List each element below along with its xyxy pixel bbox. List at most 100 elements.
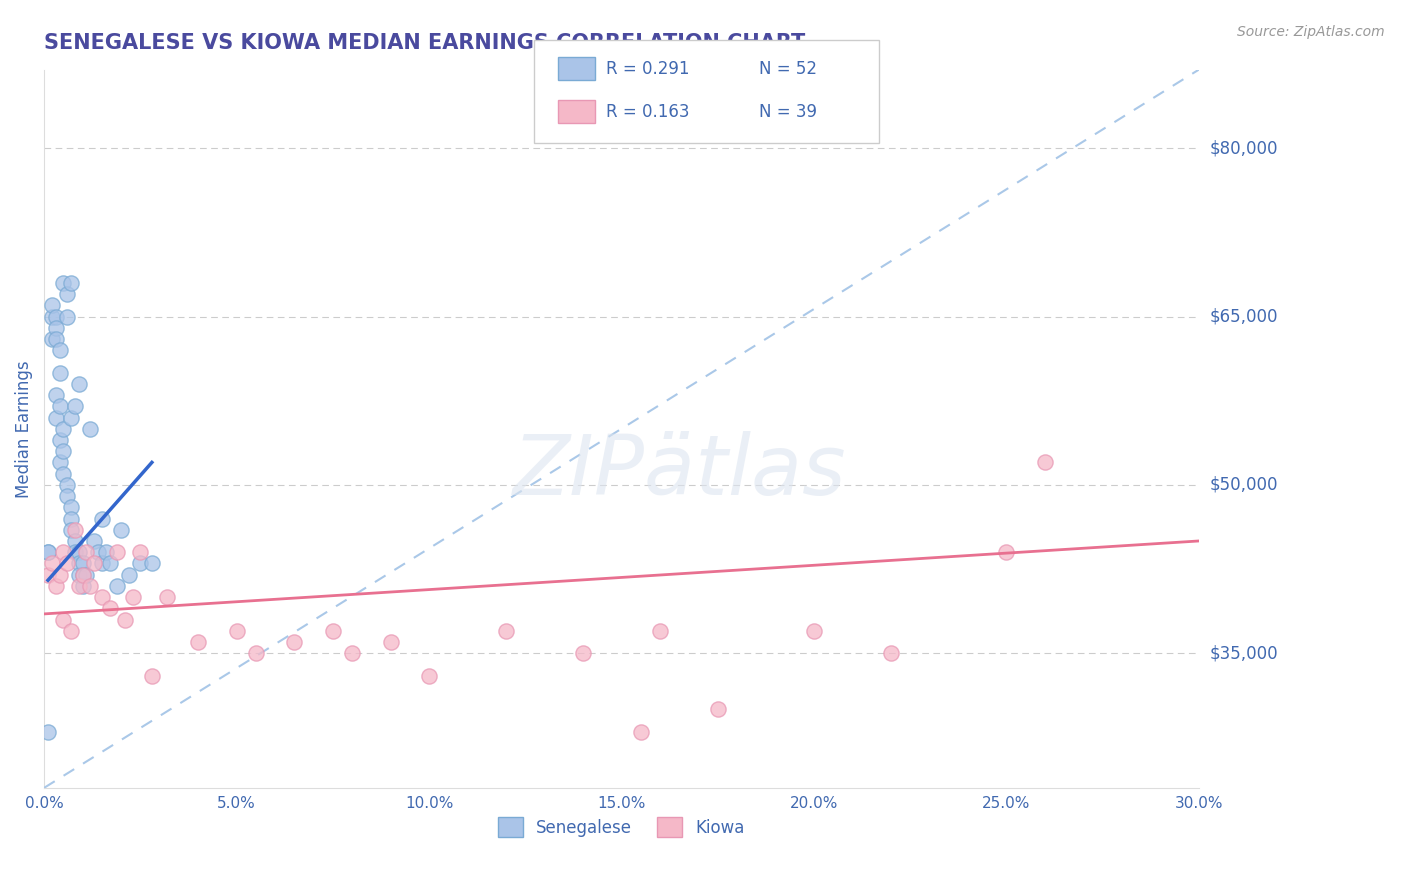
Y-axis label: Median Earnings: Median Earnings xyxy=(15,360,32,498)
Point xyxy=(48,455,70,469)
Point xyxy=(45,410,67,425)
Point xyxy=(56,287,79,301)
Point xyxy=(56,489,79,503)
Point xyxy=(52,444,75,458)
Point xyxy=(83,557,105,571)
Point xyxy=(41,557,63,571)
Point xyxy=(340,646,363,660)
Point xyxy=(706,702,728,716)
Point xyxy=(52,422,75,436)
Point xyxy=(60,523,83,537)
Point xyxy=(129,557,152,571)
Point xyxy=(880,646,903,660)
Point xyxy=(141,557,163,571)
Point xyxy=(803,624,825,638)
Point xyxy=(37,567,59,582)
Point xyxy=(118,567,141,582)
Point xyxy=(90,557,112,571)
Text: ZIPätlas: ZIPätlas xyxy=(512,432,846,512)
Point xyxy=(90,590,112,604)
Point xyxy=(48,433,70,447)
Point xyxy=(121,590,143,604)
Text: $35,000: $35,000 xyxy=(1211,644,1278,662)
Point xyxy=(995,545,1018,559)
Point xyxy=(129,545,152,559)
Point xyxy=(67,545,90,559)
Text: Source: ZipAtlas.com: Source: ZipAtlas.com xyxy=(1237,25,1385,39)
Point xyxy=(283,635,305,649)
Point xyxy=(37,724,59,739)
Point xyxy=(67,376,90,391)
Point xyxy=(495,624,517,638)
Point xyxy=(63,400,86,414)
Point xyxy=(98,601,121,615)
Point xyxy=(41,298,63,312)
Point xyxy=(41,310,63,324)
Point xyxy=(52,545,75,559)
Point xyxy=(648,624,671,638)
Point xyxy=(52,276,75,290)
Point xyxy=(110,523,132,537)
Point xyxy=(45,388,67,402)
Point xyxy=(322,624,344,638)
Point xyxy=(56,310,79,324)
Point xyxy=(67,579,90,593)
Point xyxy=(245,646,267,660)
Point xyxy=(60,624,83,638)
Point xyxy=(56,478,79,492)
Point xyxy=(48,400,70,414)
Text: $50,000: $50,000 xyxy=(1211,475,1278,494)
Point xyxy=(67,567,90,582)
Point xyxy=(141,668,163,682)
Point xyxy=(60,511,83,525)
Point xyxy=(418,668,440,682)
Point xyxy=(48,567,70,582)
Point xyxy=(87,545,110,559)
Point xyxy=(75,567,97,582)
Point xyxy=(48,366,70,380)
Point xyxy=(56,557,79,571)
Point xyxy=(52,467,75,481)
Point xyxy=(37,545,59,559)
Point xyxy=(75,545,97,559)
Text: R = 0.163: R = 0.163 xyxy=(606,103,689,120)
Text: $80,000: $80,000 xyxy=(1211,139,1278,157)
Point xyxy=(60,500,83,515)
Point xyxy=(45,332,67,346)
Point xyxy=(79,579,101,593)
Point xyxy=(72,567,94,582)
Point xyxy=(572,646,595,660)
Point xyxy=(83,533,105,548)
Point xyxy=(63,545,86,559)
Point xyxy=(37,545,59,559)
Point xyxy=(48,343,70,358)
Point xyxy=(67,557,90,571)
Text: N = 52: N = 52 xyxy=(759,60,817,78)
Text: N = 39: N = 39 xyxy=(759,103,817,120)
Point xyxy=(63,523,86,537)
Point xyxy=(45,320,67,334)
Point xyxy=(45,579,67,593)
Text: $65,000: $65,000 xyxy=(1211,308,1278,326)
Point xyxy=(72,567,94,582)
Point xyxy=(41,332,63,346)
Point xyxy=(72,579,94,593)
Point xyxy=(94,545,117,559)
Point xyxy=(90,511,112,525)
Point xyxy=(60,276,83,290)
Point xyxy=(630,724,652,739)
Point xyxy=(63,533,86,548)
Point xyxy=(52,613,75,627)
Text: R = 0.291: R = 0.291 xyxy=(606,60,689,78)
Legend: Senegalese, Kiowa: Senegalese, Kiowa xyxy=(491,811,752,844)
Point xyxy=(72,557,94,571)
Point xyxy=(156,590,179,604)
Point xyxy=(380,635,402,649)
Point xyxy=(105,579,128,593)
Point xyxy=(60,410,83,425)
Point xyxy=(187,635,209,649)
Text: SENEGALESE VS KIOWA MEDIAN EARNINGS CORRELATION CHART: SENEGALESE VS KIOWA MEDIAN EARNINGS CORR… xyxy=(44,33,806,53)
Point xyxy=(1033,455,1056,469)
Point xyxy=(114,613,136,627)
Point xyxy=(225,624,247,638)
